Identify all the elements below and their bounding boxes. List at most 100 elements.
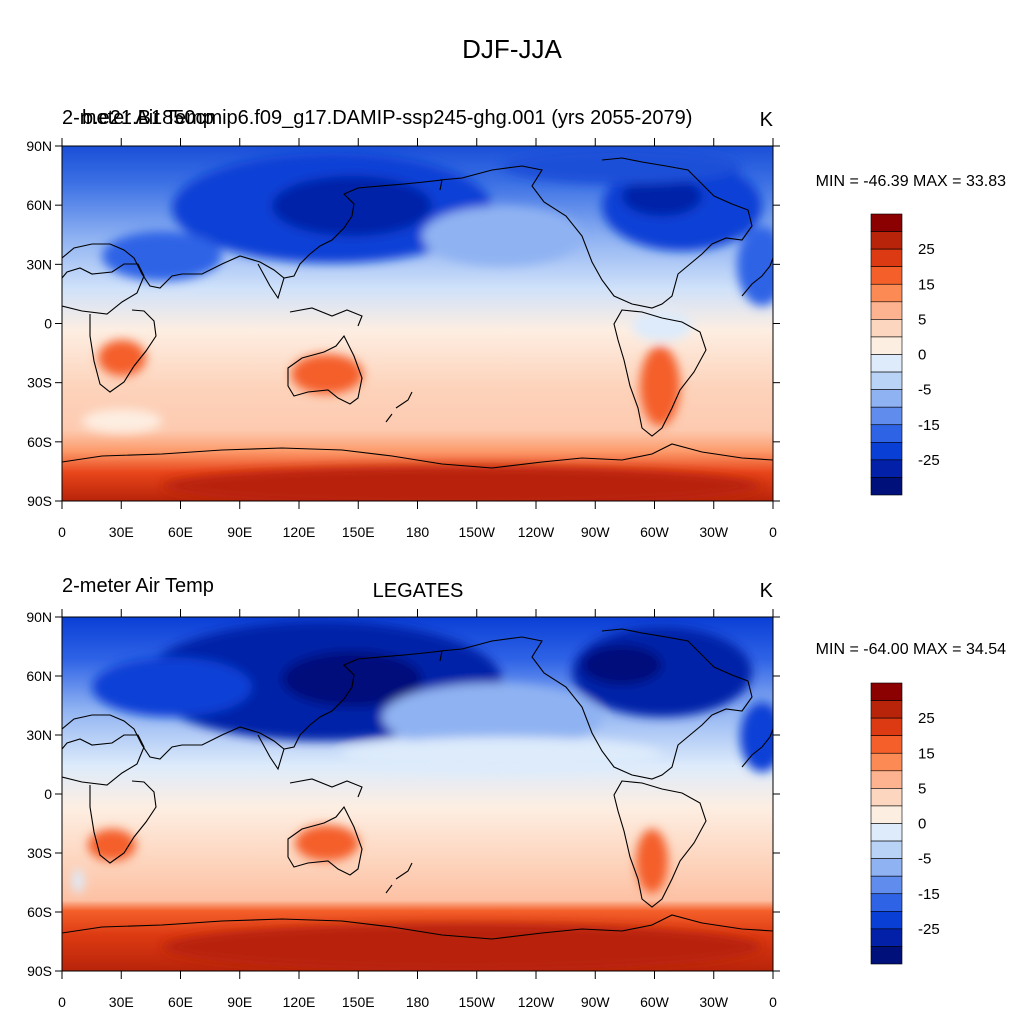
colorbar-model-swatch: [870, 301, 903, 320]
colorbar-model-label: 25: [918, 241, 935, 258]
colorbar-model-swatch: [870, 283, 903, 303]
model-lon-label: 90E: [227, 524, 252, 540]
colorbar-obs-swatch: [870, 928, 903, 947]
panel-obs-left-title: 2-meter Air Temp: [62, 575, 214, 597]
panel-model-minmax: MIN = -46.39 MAX = 33.83: [816, 173, 1006, 190]
colorbar-model-swatch: [870, 371, 903, 390]
panel-model-left-title: 2-meter Air Temp: [62, 107, 214, 129]
obs-lat-label: 30N: [26, 727, 52, 743]
colorbar-model-swatch: [870, 231, 903, 250]
model-lon-label: 120E: [283, 524, 316, 540]
model-lon-label: 180: [406, 524, 430, 540]
colorbar-obs-swatch: [870, 911, 903, 930]
colorbar-model-swatch: [870, 354, 903, 373]
colorbar-obs-label: -15: [918, 886, 940, 903]
obs-lat-label: 90S: [27, 963, 52, 979]
obs-lat-label: 60S: [27, 904, 52, 920]
colorbar-obs-swatch: [870, 805, 903, 824]
model-lat-label: 90S: [27, 493, 52, 509]
colorbar-model-swatch: [870, 424, 903, 443]
colorbar-model-label: 0: [918, 347, 926, 364]
model-lon-label: 90W: [581, 524, 611, 540]
colorbar-model-swatch: [870, 477, 903, 496]
obs-lon-label: 0: [769, 994, 777, 1010]
model-lon-label: 0: [769, 524, 777, 540]
obs-lat-label: 30S: [27, 845, 52, 861]
obs-lon-label: 60E: [168, 994, 193, 1010]
panel-model-units: K: [760, 109, 774, 131]
colorbar-obs-swatch: [870, 875, 903, 895]
lon-axis-obs: 0 30E 60E 90E 120E 150E 180 150W 120W 90W 60W 30W 0: [58, 609, 777, 1010]
panel-obs-center-title: LEGATES: [373, 580, 464, 602]
panel-model-overlay-title: b.e21.B1850cmip6.f09_g17.DAMIP-ssp245-gh…: [82, 107, 692, 129]
lon-axis-model: 0 30E 60E 90E 120E 150E 180 150W 120W 90W 60W 30W 0: [58, 138, 777, 540]
colorbar-obs-swatch: [870, 717, 903, 736]
obs-lon-label: 30E: [109, 994, 134, 1010]
colorbar-obs-swatch: [870, 823, 903, 842]
colorbar-model-label: 15: [918, 276, 935, 293]
obs-lon-label: 150E: [342, 994, 375, 1010]
panel-obs-minmax: MIN = -64.00 MAX = 34.54: [816, 641, 1006, 658]
colorbar-model-swatch: [870, 213, 903, 232]
model-lat-label: 60N: [26, 197, 52, 213]
obs-lon-label: 120W: [518, 994, 555, 1010]
model-lon-label: 150E: [342, 524, 375, 540]
colorbar-obs-swatch: [870, 752, 903, 772]
colorbar-obs-label: 25: [918, 710, 935, 727]
colorbar-obs-swatch: [870, 735, 903, 754]
lat-axis-obs: 90N 60N 30N 0 30S 60S 90S: [26, 609, 780, 979]
colorbar-model-label: -15: [918, 417, 940, 434]
colorbar-model-label: -25: [918, 452, 940, 469]
model-lat-label: 90N: [26, 138, 52, 154]
obs-lon-label: 60W: [640, 994, 670, 1010]
colorbar-model: 25 15 5 0 -5 -15 -25: [870, 213, 940, 496]
model-lat-label: 60S: [27, 434, 52, 450]
colorbar-obs-swatch: [870, 700, 903, 719]
colorbar-obs-label: 5: [918, 780, 926, 797]
colorbar-model-label: 5: [918, 311, 926, 328]
panel-obs-units: K: [760, 580, 774, 602]
map-field-obs: [62, 617, 773, 971]
colorbar-model-swatch: [870, 389, 903, 408]
colorbar-obs-label: 15: [918, 745, 935, 762]
colorbar-model-swatch: [870, 319, 903, 338]
model-lon-label: 60E: [168, 524, 193, 540]
lat-axis-model: 90N 60N 30N 0 30S 60S 90S: [26, 138, 780, 509]
obs-lon-label: 120E: [283, 994, 316, 1010]
model-lon-label: 150W: [458, 524, 495, 540]
figure-title: DJF-JJA: [462, 34, 562, 64]
colorbar-model-swatch: [870, 442, 903, 461]
panel-obs: 2-meter Air Temp LEGATES K: [26, 575, 1006, 1010]
model-lon-label: 0: [58, 524, 66, 540]
model-lon-label: 30E: [109, 524, 134, 540]
obs-lat-label: 90N: [26, 609, 52, 625]
obs-lon-label: 30W: [699, 994, 729, 1010]
colorbar-model-swatch: [870, 248, 903, 267]
model-lat-label: 30S: [27, 375, 52, 391]
colorbar-model-swatch: [870, 266, 903, 285]
obs-lon-label: 150W: [458, 994, 495, 1010]
obs-lon-label: 90E: [227, 994, 252, 1010]
colorbar-model-swatch: [870, 336, 903, 355]
model-lon-label: 60W: [640, 524, 670, 540]
colorbar-obs-swatch: [870, 946, 903, 965]
colorbar-model-label: -5: [918, 382, 931, 399]
obs-lon-label: 180: [406, 994, 430, 1010]
colorbar-obs-label: -5: [918, 851, 931, 868]
model-lon-label: 120W: [518, 524, 555, 540]
model-lat-label: 30N: [26, 256, 52, 272]
colorbar-obs: 25 15 5 0 -5 -15 -25: [870, 682, 940, 965]
panel-model: 2-meter Air Temp b.e21.B1850cmip6.f09_g1…: [26, 107, 1006, 540]
obs-lon-label: 0: [58, 994, 66, 1010]
obs-lat-label: 0: [44, 786, 52, 802]
map-field-model: [62, 146, 773, 501]
colorbar-model-swatch: [870, 406, 903, 426]
model-lat-label: 0: [44, 316, 52, 332]
colorbar-model-swatch: [870, 459, 903, 478]
colorbar-obs-swatch: [870, 682, 903, 701]
colorbar-obs-swatch: [870, 788, 903, 807]
colorbar-obs-label: -25: [918, 921, 940, 938]
colorbar-obs-swatch: [870, 858, 903, 877]
colorbar-obs-label: 0: [918, 816, 926, 833]
